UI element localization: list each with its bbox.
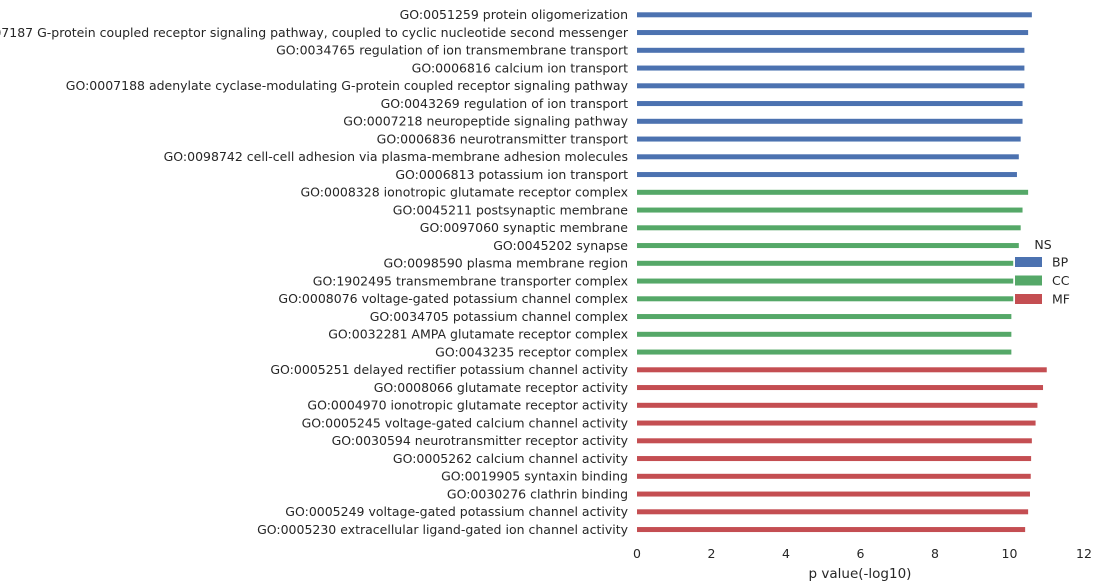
category-label: GO:0097060 synaptic membrane: [420, 220, 629, 235]
bar: [637, 349, 1012, 355]
bar: [637, 65, 1025, 71]
category-label: GO:0005245 voltage-gated calcium channel…: [302, 415, 629, 430]
bar: [637, 47, 1025, 53]
bar: [637, 438, 1032, 444]
bar: [637, 30, 1029, 36]
bar: [637, 136, 1021, 142]
category-label: GO:0098742 cell-cell adhesion via plasma…: [164, 149, 628, 164]
bar: [637, 473, 1031, 479]
bar: [637, 402, 1038, 408]
bar: [637, 456, 1032, 462]
category-label: GO:0043269 regulation of ion transport: [381, 96, 629, 111]
category-label: GO:0006816 calcium ion transport: [412, 60, 628, 75]
category-label: GO:0008076 voltage-gated potassium chann…: [278, 291, 628, 306]
category-label: GO:0098590 plasma membrane region: [384, 256, 628, 271]
legend-title: NS: [1034, 237, 1051, 252]
bar: [637, 118, 1023, 124]
bar: [637, 509, 1029, 515]
bar: [637, 385, 1044, 391]
legend-swatch: [1015, 294, 1042, 304]
category-label: GO:0034765 regulation of ion transmembra…: [276, 43, 628, 58]
bar: [637, 296, 1014, 302]
category-label: GO:0045211 postsynaptic membrane: [393, 202, 629, 217]
bar: [637, 243, 1019, 249]
bars-group: [637, 12, 1047, 533]
category-label: GO:0006813 potassium ion transport: [395, 167, 628, 182]
bar: [637, 207, 1023, 213]
bar: [637, 172, 1017, 178]
category-label: GO:0008328 ionotropic glutamate receptor…: [301, 185, 629, 200]
bar: [637, 101, 1023, 107]
category-label: GO:0004970 ionotropic glutamate receptor…: [307, 398, 628, 413]
bar: [637, 314, 1012, 320]
bar: [637, 225, 1021, 231]
category-label: GO:0007218 neuropeptide signaling pathwa…: [343, 114, 628, 129]
category-label: GO:0006836 neurotransmitter transport: [377, 131, 628, 146]
x-tick-label: 8: [931, 546, 939, 561]
x-tick-label: 10: [1002, 546, 1018, 561]
category-label: GO:0043235 receptor complex: [435, 344, 628, 359]
bar: [637, 331, 1012, 337]
category-label: GO:0032281 AMPA glutamate receptor compl…: [328, 327, 628, 342]
bar: [637, 189, 1029, 195]
legend-swatch: [1015, 275, 1042, 286]
category-label: GO:0034705 potassium channel complex: [370, 309, 628, 324]
category-label: GO:0007188 adenylate cyclase-modulating …: [66, 78, 629, 93]
legend-swatch: [1015, 257, 1042, 267]
category-label: GO:0008066 glutamate receptor activity: [374, 380, 629, 395]
category-label: GO:0005251 delayed rectifier potassium c…: [270, 362, 628, 377]
bar: [637, 83, 1025, 89]
legend-label: MF: [1052, 292, 1070, 307]
category-label: GO:0030594 neurotransmitter receptor act…: [332, 433, 629, 448]
bar: [637, 420, 1036, 426]
category-label: GO:0019905 syntaxin binding: [441, 469, 628, 484]
bar: [637, 260, 1014, 266]
bar: [637, 278, 1014, 284]
category-label: GO:0045202 synapse: [493, 238, 628, 253]
x-tick-label: 2: [708, 546, 716, 561]
category-label: GO:0005230 extracellular ligand-gated io…: [257, 522, 629, 537]
bar: [637, 154, 1019, 160]
x-tick-label: 12: [1076, 546, 1092, 561]
category-label: GO:0005249 voltage-gated potassium chann…: [285, 504, 628, 519]
x-tick-label: 4: [782, 546, 790, 561]
legend-label: CC: [1052, 273, 1070, 288]
category-labels: GO:0051259 protein oligomerization GO:000…: [0, 7, 629, 537]
bar: [637, 12, 1032, 18]
x-tick-label: 6: [857, 546, 865, 561]
legend-label: BP: [1052, 255, 1069, 270]
category-label: GO:0051259 protein oligomerization: [400, 7, 628, 22]
bar: [637, 367, 1047, 373]
category-label: GO:0007187 G-protein coupled receptor si…: [0, 25, 629, 40]
x-tick-label: 0: [633, 546, 641, 561]
category-label: GO:1902495 transmembrane transporter com…: [313, 273, 628, 288]
category-label: GO:0005262 calcium channel activity: [393, 451, 629, 466]
x-axis-title: p value(-log10): [809, 566, 912, 582]
x-axis-ticks: 0 2 4 6 8 10 12: [633, 546, 1092, 561]
category-label: GO:0030276 clathrin binding: [447, 486, 628, 501]
bar: [637, 491, 1030, 497]
bar: [637, 527, 1026, 533]
